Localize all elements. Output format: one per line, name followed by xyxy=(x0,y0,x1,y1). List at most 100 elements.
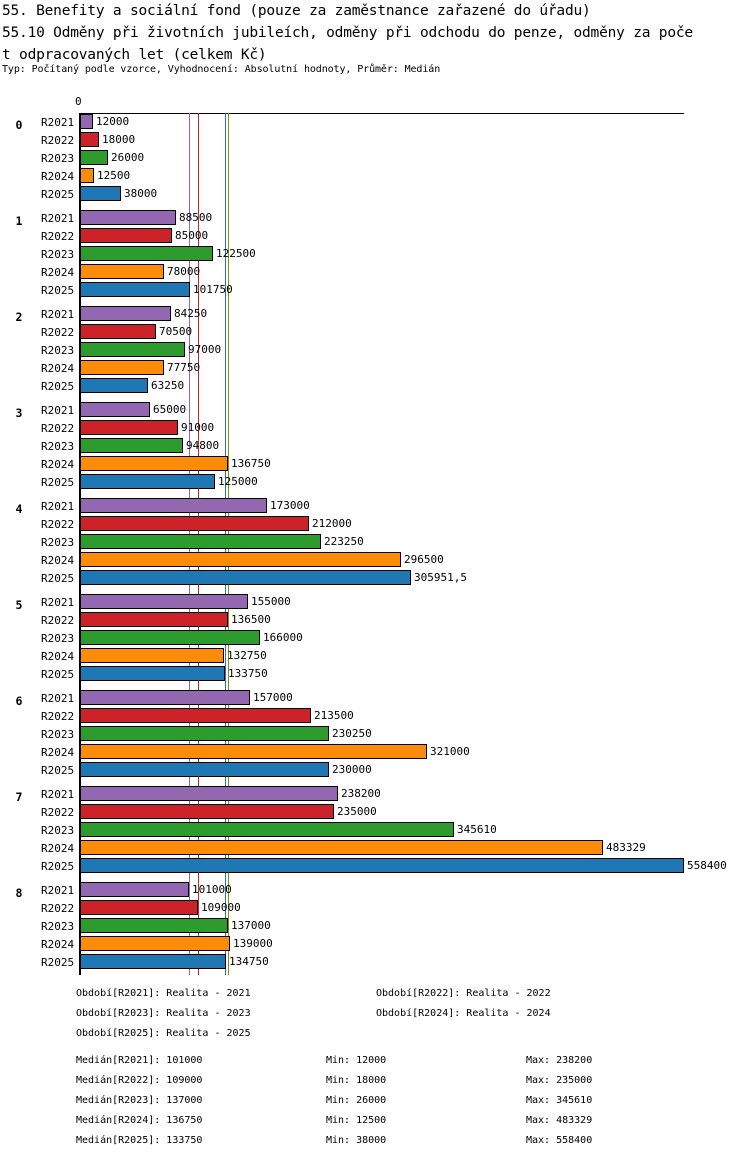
bar-r2025[interactable] xyxy=(80,666,225,681)
group-index-label: 5 xyxy=(15,598,23,612)
bar-row: R2024 321000 xyxy=(0,743,750,761)
bar-r2021[interactable] xyxy=(80,594,248,609)
bar-r2025[interactable] xyxy=(80,954,226,969)
bar-r2025[interactable] xyxy=(80,474,215,489)
bar-r2021[interactable] xyxy=(80,210,176,225)
series-label-r2024: R2024 xyxy=(41,362,75,375)
bar-row: R2024 78000 xyxy=(0,263,750,281)
bar-r2025[interactable] xyxy=(80,570,411,585)
bar-r2025[interactable] xyxy=(80,858,684,873)
bar-r2025[interactable] xyxy=(80,762,329,777)
bar-value-label: 213500 xyxy=(314,709,354,722)
bar-r2024[interactable] xyxy=(80,264,164,279)
bar-r2023[interactable] xyxy=(80,630,260,645)
bar-value-label: 88500 xyxy=(179,211,213,224)
bar-row: R2021 101000 xyxy=(0,881,750,899)
series-label-r2024: R2024 xyxy=(41,650,75,663)
bar-r2021[interactable] xyxy=(80,114,93,129)
bar-r2024[interactable] xyxy=(80,744,427,759)
bar-value-label: 173000 xyxy=(270,499,310,512)
bar-r2022[interactable] xyxy=(80,132,99,147)
bar-r2024[interactable] xyxy=(80,552,401,567)
statistics-row: Medián[R2023]: 137000 Min: 26000 Max: 3456… xyxy=(0,1095,750,1115)
bar-r2022[interactable] xyxy=(80,516,309,531)
bar-value-label: 18000 xyxy=(102,133,136,146)
series-label-r2021: R2021 xyxy=(41,308,75,321)
bar-value-label: 136500 xyxy=(231,613,271,626)
bar-r2023[interactable] xyxy=(80,726,329,741)
bar-r2022[interactable] xyxy=(80,708,311,723)
title-line-3: t odpracovaných let (celkem Kč) xyxy=(2,47,267,63)
bar-r2022[interactable] xyxy=(80,900,198,915)
series-label-r2025: R2025 xyxy=(41,956,75,969)
series-label-r2022: R2022 xyxy=(41,614,75,627)
bar-r2022[interactable] xyxy=(80,420,178,435)
bar-row: R2021 173000 xyxy=(0,497,750,515)
bar-value-label: 136750 xyxy=(231,457,271,470)
bar-r2024[interactable] xyxy=(80,648,224,663)
median-value: Medián[R2023]: 137000 xyxy=(76,1095,203,1106)
bar-value-label: 12000 xyxy=(96,115,130,128)
bar-r2024[interactable] xyxy=(80,168,94,183)
bar-value-label: 230250 xyxy=(332,727,372,740)
group-index-label: 3 xyxy=(15,406,23,420)
bar-row: R2022 18000 xyxy=(0,131,750,149)
bar-value-label: 223250 xyxy=(324,535,364,548)
bar-row: R2025 133750 xyxy=(0,665,750,683)
max-value: Max: 235000 xyxy=(526,1075,593,1086)
group-index-label: 1 xyxy=(15,214,23,228)
bar-value-label: 91000 xyxy=(181,421,215,434)
bar-row: R2023 26000 xyxy=(0,149,750,167)
bar-r2021[interactable] xyxy=(80,306,171,321)
bar-r2025[interactable] xyxy=(80,378,148,393)
bar-r2023[interactable] xyxy=(80,438,183,453)
bar-r2023[interactable] xyxy=(80,822,454,837)
bar-r2021[interactable] xyxy=(80,690,250,705)
bar-value-label: 65000 xyxy=(153,403,187,416)
bar-r2021[interactable] xyxy=(80,498,267,513)
bar-r2022[interactable] xyxy=(80,324,156,339)
bar-row: R2025 305951,5 xyxy=(0,569,750,587)
bar-row: R2021 65000 xyxy=(0,401,750,419)
bar-r2023[interactable] xyxy=(80,534,321,549)
bar-r2021[interactable] xyxy=(80,786,338,801)
bar-r2024[interactable] xyxy=(80,840,603,855)
min-value: Min: 38000 xyxy=(326,1135,387,1146)
bar-group: 3 R2021 65000 R2022 91000 R2023 94800 R2024 1367… xyxy=(0,401,750,491)
bar-r2023[interactable] xyxy=(80,246,213,261)
bar-value-label: 26000 xyxy=(111,151,145,164)
bar-r2025[interactable] xyxy=(80,186,121,201)
bar-r2023[interactable] xyxy=(80,342,185,357)
bar-value-label: 134750 xyxy=(229,955,269,968)
bar-r2024[interactable] xyxy=(80,936,230,951)
title-line-2: 55.10 Odměny při životních jubileích, od… xyxy=(2,25,693,41)
series-label-r2024: R2024 xyxy=(41,842,75,855)
bar-r2022[interactable] xyxy=(80,612,228,627)
bar-r2025[interactable] xyxy=(80,282,190,297)
series-label-r2023: R2023 xyxy=(41,536,75,549)
bar-row: R2024 136750 xyxy=(0,455,750,473)
bar-value-label: 109000 xyxy=(201,901,241,914)
statistics-row: Medián[R2022]: 109000 Min: 18000 Max: 2350… xyxy=(0,1075,750,1095)
statistics-row: Medián[R2024]: 136750 Min: 12500 Max: 4833… xyxy=(0,1115,750,1135)
bar-r2022[interactable] xyxy=(80,228,172,243)
series-label-r2021: R2021 xyxy=(41,788,75,801)
bar-r2024[interactable] xyxy=(80,360,164,375)
series-label-r2022: R2022 xyxy=(41,134,75,147)
series-label-r2025: R2025 xyxy=(41,860,75,873)
group-index-label: 7 xyxy=(15,790,23,804)
bar-r2023[interactable] xyxy=(80,918,228,933)
bar-group: 4 R2021 173000 R2022 212000 R2023 223250 R2024 2… xyxy=(0,497,750,587)
bar-r2021[interactable] xyxy=(80,402,150,417)
bar-r2024[interactable] xyxy=(80,456,228,471)
series-label-r2023: R2023 xyxy=(41,152,75,165)
bar-group: 1 R2021 88500 R2022 85000 R2023 122500 R2024 780… xyxy=(0,209,750,299)
legend-row: Období[R2023]: Realita - 2023 Období[R202… xyxy=(0,1008,750,1028)
bar-value-label: 70500 xyxy=(159,325,193,338)
bar-r2023[interactable] xyxy=(80,150,108,165)
bar-r2022[interactable] xyxy=(80,804,334,819)
bar-row: R2022 70500 xyxy=(0,323,750,341)
series-label-r2022: R2022 xyxy=(41,422,75,435)
bar-r2021[interactable] xyxy=(80,882,189,897)
bar-value-label: 305951,5 xyxy=(414,571,467,584)
